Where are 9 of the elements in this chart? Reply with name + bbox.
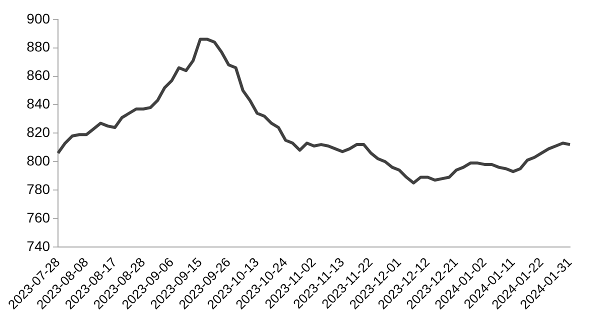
y-tick-label: 900	[26, 10, 50, 26]
y-tick-label: 880	[26, 38, 50, 55]
y-tick-label: 800	[26, 152, 50, 168]
y-tick-label: 860	[26, 67, 50, 84]
y-tick-label: 820	[26, 124, 50, 140]
y-tick-label: 840	[26, 96, 50, 112]
y-tick-label: 740	[26, 238, 50, 254]
y-tick-label: 760	[26, 209, 50, 226]
y-tick-label: 780	[26, 180, 50, 197]
